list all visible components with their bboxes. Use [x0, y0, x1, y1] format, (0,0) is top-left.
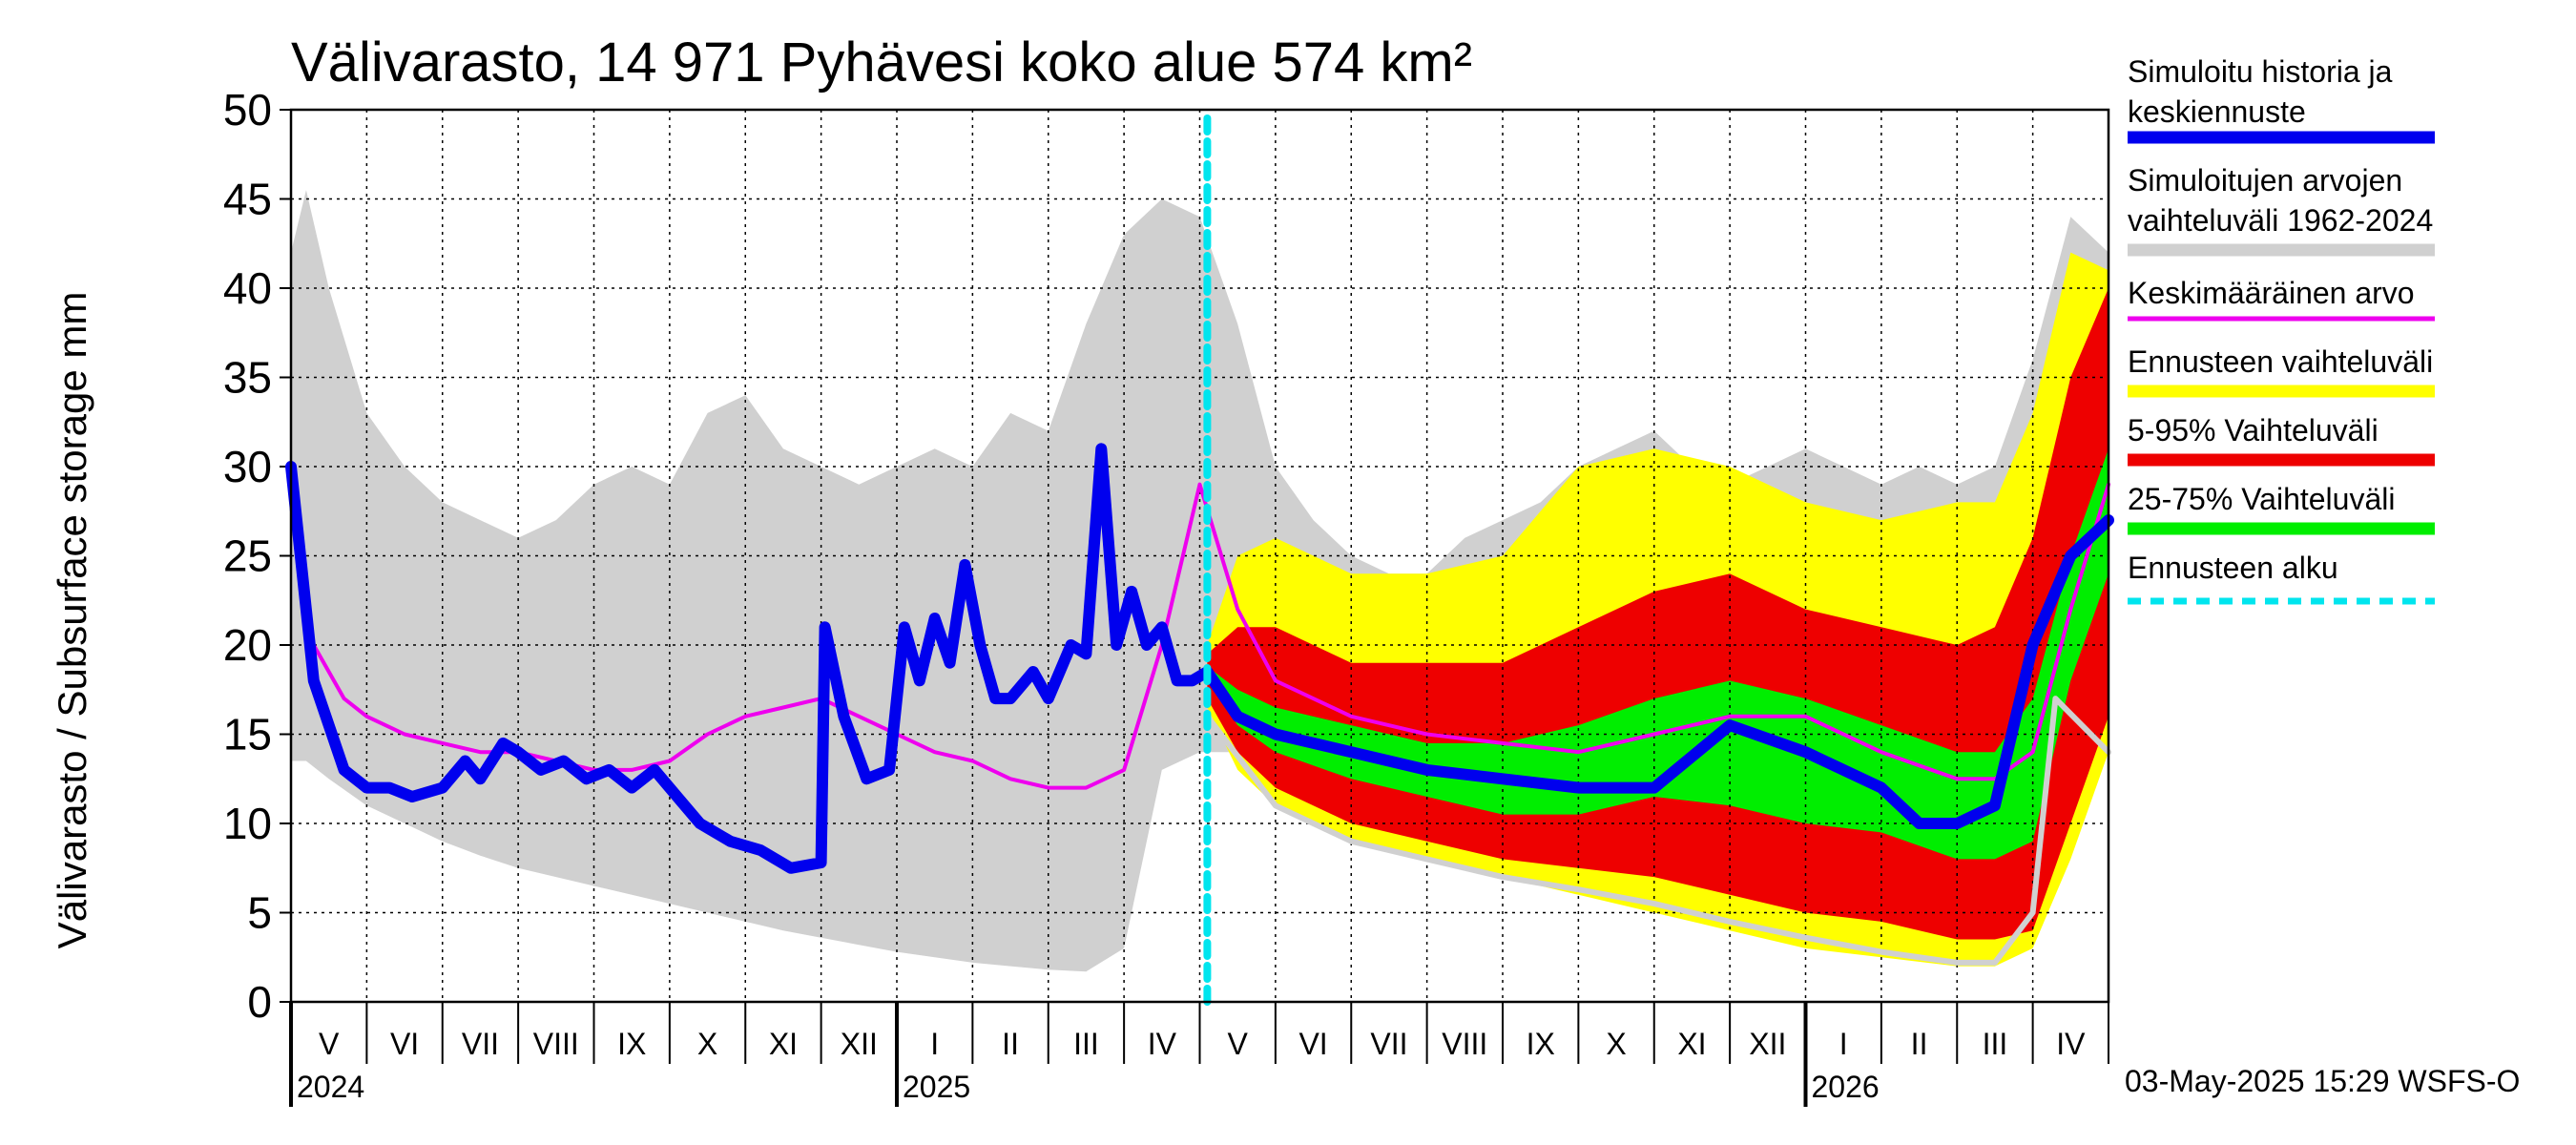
- x-tick-label-month: II: [1002, 1027, 1019, 1061]
- legend-label-history-line2: keskiennuste: [2128, 94, 2306, 129]
- y-tick-label: 5: [247, 888, 272, 938]
- x-tick-label-month: IV: [2056, 1027, 2086, 1061]
- x-tick-label-month: VII: [1370, 1027, 1407, 1061]
- legend-label-range-line1: Simuloitujen arvojen: [2128, 163, 2402, 198]
- x-tick-label-month: XI: [1677, 1027, 1706, 1061]
- y-tick-label: 20: [223, 620, 272, 670]
- x-tick-label-year: 2026: [1812, 1070, 1880, 1104]
- forecast-minimum-line: [1204, 696, 2111, 966]
- legend-label-history-line1: Simuloitu historia ja: [2128, 54, 2393, 89]
- y-tick-label: 50: [223, 85, 272, 135]
- footer-timestamp: 03-May-2025 15:29 WSFS-O: [2125, 1064, 2520, 1098]
- x-tick-label-month: III: [1983, 1027, 2008, 1061]
- x-tick-label-month: VI: [1298, 1027, 1327, 1061]
- x-tick-label-month: VI: [390, 1027, 419, 1061]
- x-tick-label-month: IX: [1527, 1027, 1555, 1061]
- x-tick-label-month: III: [1073, 1027, 1099, 1061]
- y-axis-label: Välivarasto / Subsurface storage mm: [50, 292, 94, 949]
- x-tick-label-month: XII: [1749, 1027, 1786, 1061]
- legend-label-25-75: 25-75% Vaihteluväli: [2128, 482, 2395, 516]
- y-tick-label: 10: [223, 799, 272, 848]
- x-tick-label-month: I: [930, 1027, 939, 1061]
- x-tick-label-month: VIII: [533, 1027, 579, 1061]
- x-tick-label-month: VIII: [1442, 1027, 1487, 1061]
- y-tick-label: 30: [223, 442, 272, 491]
- x-tick-label-month: VII: [462, 1027, 499, 1061]
- y-tick-label: 15: [223, 710, 272, 760]
- y-tick-label: 45: [223, 175, 272, 224]
- x-tick-label-month: V: [319, 1027, 340, 1061]
- y-tick-label: 25: [223, 531, 272, 581]
- x-tick-label-month: II: [1911, 1027, 1928, 1061]
- chart-title: Välivarasto, 14 971 Pyhävesi koko alue 5…: [291, 31, 1472, 94]
- legend-label-range-line2: vaihteluväli 1962-2024: [2128, 203, 2433, 238]
- legend-label-forecast-start: Ennusteen alku: [2128, 551, 2338, 585]
- x-tick-label-month: XI: [769, 1027, 798, 1061]
- x-tick-label-year: 2024: [297, 1070, 364, 1104]
- x-tick-label-month: I: [1839, 1027, 1848, 1061]
- mean-line: [289, 482, 2110, 790]
- legend-label-5-95: 5-95% Vaihteluväli: [2128, 413, 2379, 448]
- forecast-25-75-band: [1207, 448, 2109, 860]
- x-tick-label-year: 2025: [903, 1070, 970, 1104]
- x-tick-label-month: X: [1606, 1027, 1626, 1061]
- plot-frame: [289, 108, 2110, 1004]
- legend: Simuloitu historia ja keskiennuste Simul…: [2128, 54, 2435, 605]
- y-tick-label: 40: [223, 263, 272, 313]
- x-tick-label-month: IV: [1148, 1027, 1177, 1061]
- y-tick-label: 0: [247, 977, 272, 1027]
- x-tick-label-month: V: [1228, 1027, 1249, 1061]
- history-line: [285, 443, 2114, 874]
- legend-label-forecast-range: Ennusteen vaihteluväli: [2128, 344, 2433, 379]
- legend-label-mean: Keskimääräinen arvo: [2128, 276, 2415, 310]
- x-tick-label-month: IX: [617, 1027, 646, 1061]
- x-tick-label-month: X: [697, 1027, 717, 1061]
- y-tick-label: 35: [223, 353, 272, 403]
- x-tick-label-month: XII: [841, 1027, 878, 1061]
